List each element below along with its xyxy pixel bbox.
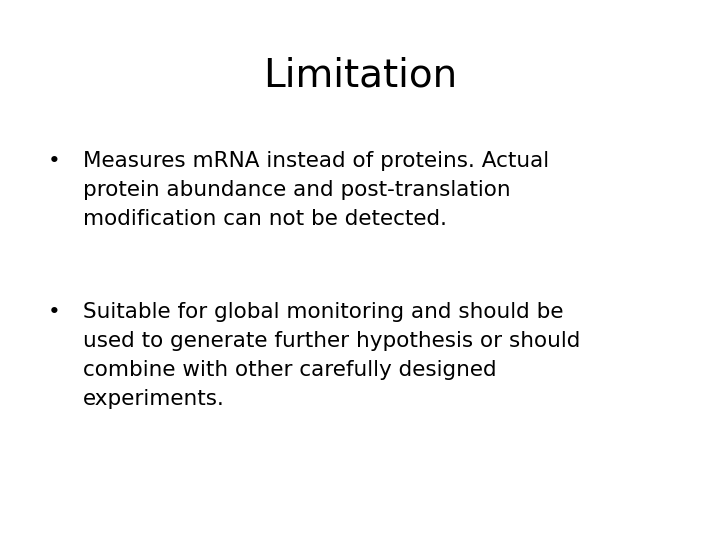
Text: •: • xyxy=(48,151,60,171)
Text: Measures mRNA instead of proteins. Actual
protein abundance and post-translation: Measures mRNA instead of proteins. Actua… xyxy=(83,151,549,229)
Text: •: • xyxy=(48,302,60,322)
Text: Suitable for global monitoring and should be
used to generate further hypothesis: Suitable for global monitoring and shoul… xyxy=(83,302,580,409)
Text: Limitation: Limitation xyxy=(263,57,457,94)
